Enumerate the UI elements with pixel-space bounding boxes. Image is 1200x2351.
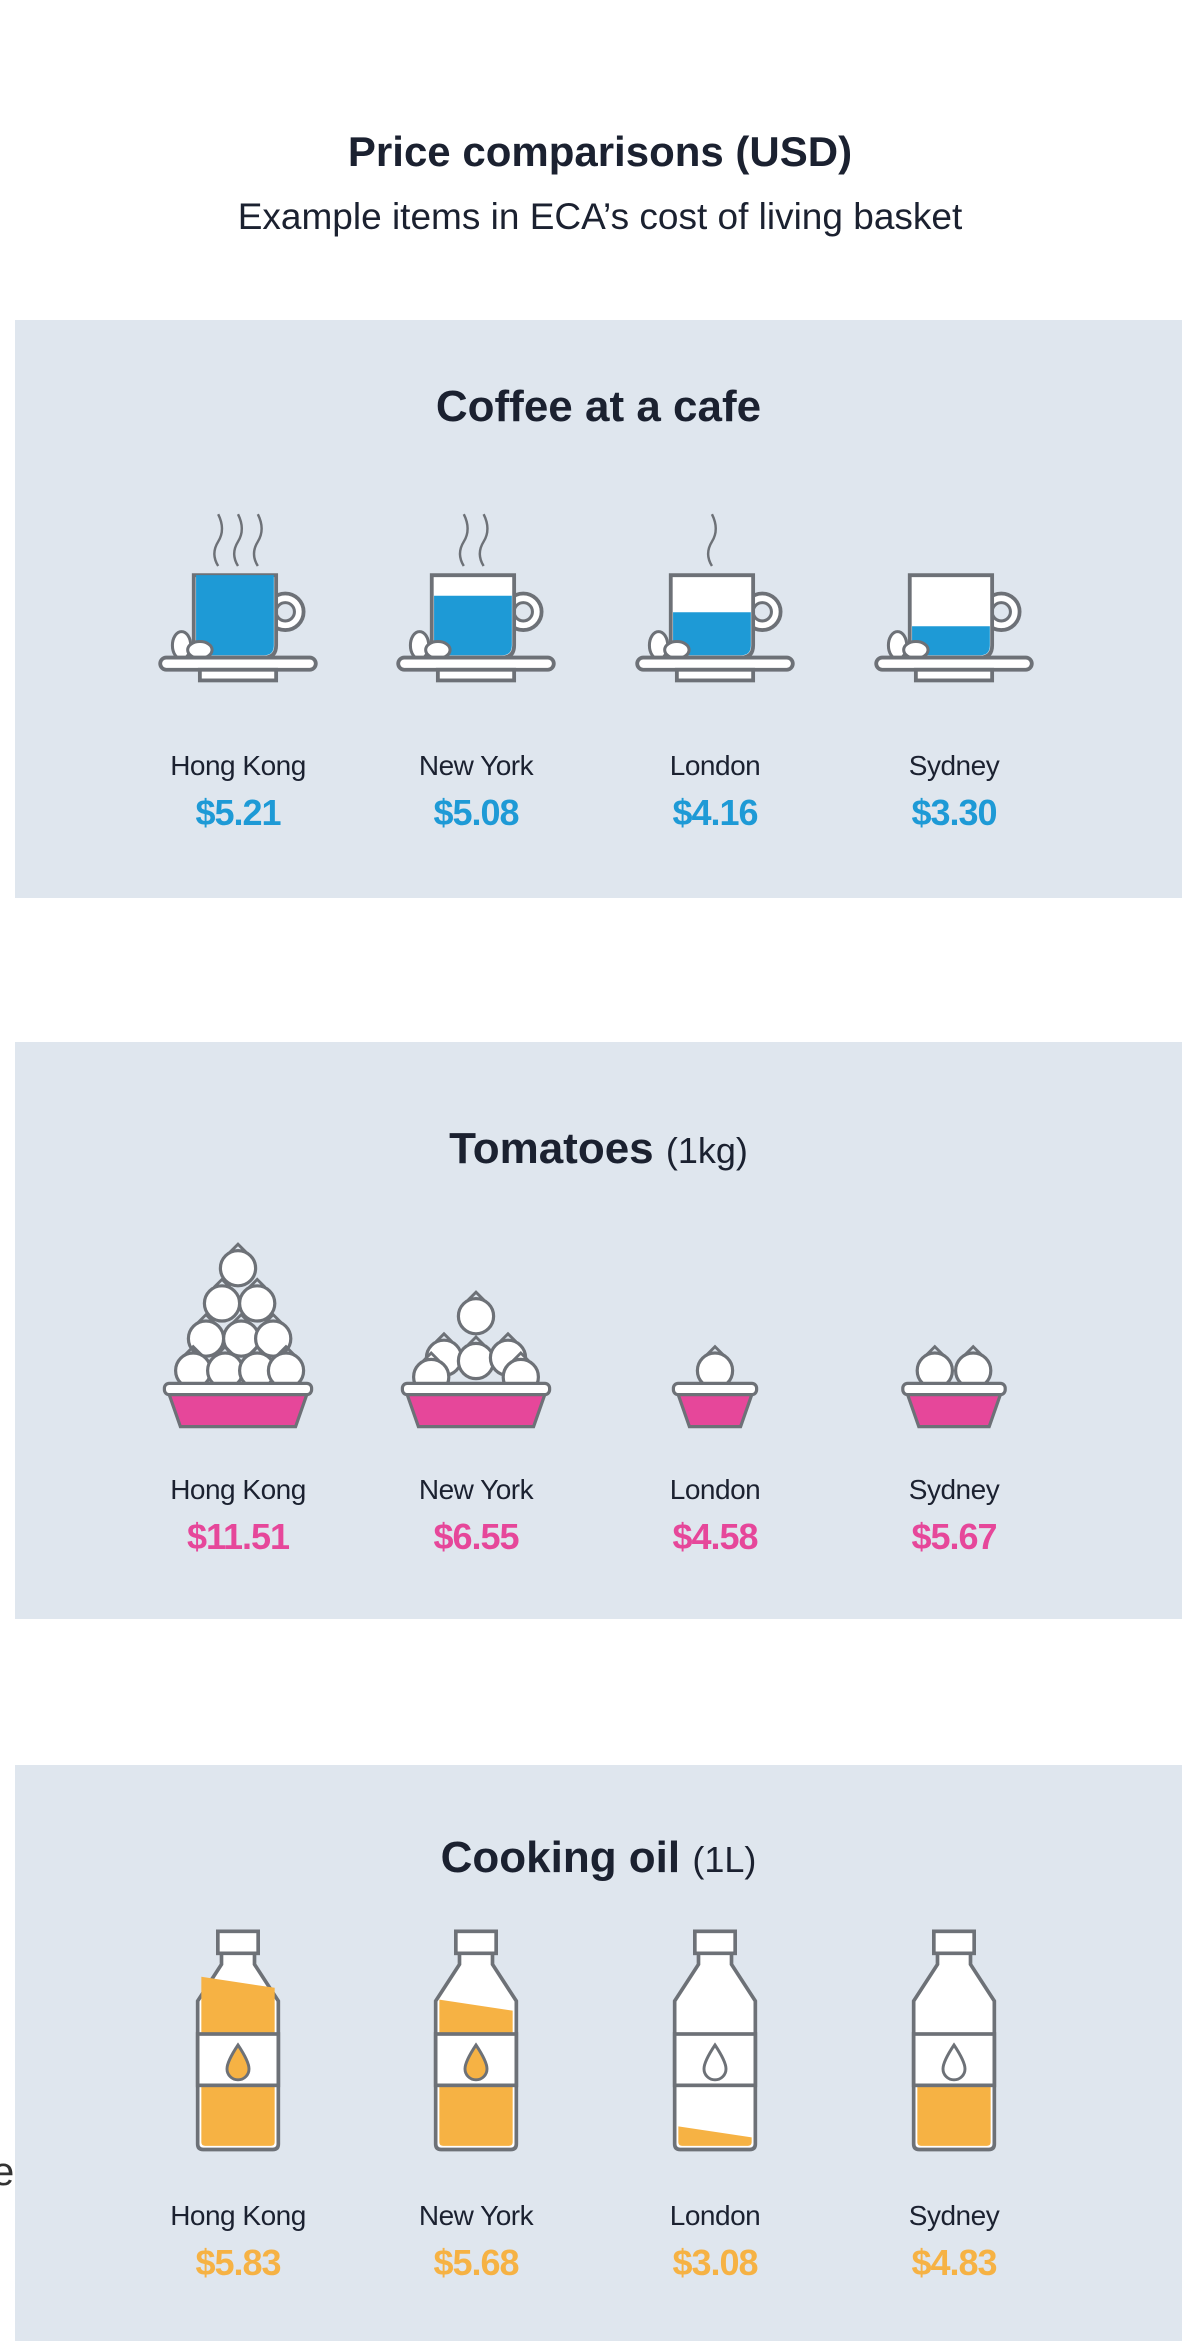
bowl-rim (671, 1381, 759, 1397)
oil-drop-icon (702, 2042, 728, 2082)
city-name: Sydney (908, 750, 1000, 781)
tomato (254, 1312, 293, 1358)
city-item: Hong Kong $5.21 (128, 505, 348, 833)
city-name: London (669, 1474, 761, 1505)
tomatoes-panel: Tomatoes (1kg) Hong Kong $11.51 New York… (15, 1042, 1182, 1619)
city-item: Sydney $4.83 (844, 1927, 1064, 2283)
oil-drop-icon (225, 2042, 251, 2082)
coffee-fill (434, 595, 512, 656)
oil-drop-icon (463, 2042, 489, 2082)
city-name: Sydney (908, 1474, 1000, 1505)
price-value: $3.08 (672, 2242, 758, 2283)
oil-bottle-icon (911, 1929, 997, 2152)
page-subtitle: Example items in ECA’s cost of living ba… (237, 196, 963, 237)
city-name: New York (418, 2200, 534, 2231)
tomato (218, 1242, 258, 1288)
price-value: $4.58 (672, 1516, 758, 1557)
steam (252, 513, 263, 567)
saucer-foot (913, 667, 995, 683)
oil-bottle-icon (672, 1929, 758, 2152)
cooking-oil-panel: Cooking oil (1L) Hong Kong $5.83 New Yor… (15, 1765, 1182, 2341)
price-value: $11.51 (186, 1516, 290, 1557)
bottle-cap (693, 1929, 737, 1956)
coffee-cup-icon (158, 513, 318, 683)
price-value: $5.08 (433, 792, 519, 833)
city-item: London $4.58 (605, 1242, 825, 1557)
tomato-bowl-icon (671, 1344, 759, 1429)
city-name: London (669, 750, 761, 781)
price-value: $5.83 (195, 2242, 281, 2283)
coffee-panel: Coffee at a cafe Hong Kong $5.21 New Yor… (15, 320, 1182, 898)
city-item: New York $6.55 (366, 1242, 586, 1557)
city-item: Sydney $3.30 (844, 505, 1064, 833)
tomato (456, 1334, 496, 1381)
oil-bottle-icon (195, 1929, 281, 2152)
steam (706, 513, 717, 567)
city-item: London $3.08 (605, 1927, 825, 2283)
bowl-body (404, 1393, 548, 1429)
bowl-body (905, 1393, 1003, 1429)
oil-bottle-icon (433, 1929, 519, 2152)
coffee-fill (673, 612, 751, 656)
city-item: Hong Kong $5.83 (128, 1927, 348, 2283)
coffee-cup-icon (396, 513, 556, 683)
price-value: $4.83 (911, 2242, 997, 2283)
price-value: $5.68 (433, 2242, 519, 2283)
panel-title: Tomatoes (1kg) (449, 1124, 748, 1173)
city-item: London $4.16 (605, 505, 825, 833)
steam (213, 513, 224, 567)
panel-title: Coffee at a cafe (435, 382, 762, 431)
tomato-bowl-icon (400, 1290, 552, 1429)
saucer-foot (674, 667, 756, 683)
coffee-cup-icon (635, 513, 795, 683)
bowl-rim (901, 1381, 1007, 1397)
bowl-rim (400, 1381, 552, 1397)
price-value: $5.67 (911, 1516, 997, 1557)
city-item: New York $5.08 (366, 505, 586, 833)
coffee-fill (912, 626, 990, 656)
bottle-cap (932, 1929, 976, 1956)
tomato-bowl-icon (901, 1344, 1007, 1429)
saucer-foot (197, 667, 279, 683)
city-name: Hong Kong (170, 750, 306, 781)
tomato (202, 1277, 242, 1323)
city-item: New York $5.68 (366, 1927, 586, 2283)
coffee-fill (196, 575, 274, 656)
city-name: London (669, 2200, 761, 2231)
bowl-rim (162, 1381, 314, 1397)
oil-drop-icon (941, 2042, 967, 2082)
price-value: $6.55 (433, 1516, 519, 1557)
steam (478, 513, 489, 567)
city-name: Hong Kong (170, 1474, 306, 1505)
coffee-cup-icon (874, 573, 1034, 683)
bottle-cap (216, 1929, 260, 1956)
city-name: New York (418, 750, 534, 781)
tomato (238, 1277, 277, 1323)
bowl-body (675, 1393, 755, 1429)
tomato-bowl-icon (162, 1242, 314, 1429)
oil-fill (678, 2126, 752, 2146)
steam (232, 513, 244, 567)
saucer-foot (435, 667, 517, 683)
bowl-body (166, 1393, 310, 1429)
city-name: Sydney (908, 2200, 1000, 2231)
city-name: Hong Kong (170, 2200, 306, 2231)
city-item: Sydney $5.67 (844, 1242, 1064, 1557)
steam (458, 513, 469, 567)
clipped-text-fragment: e (0, 2150, 15, 2194)
panel-title: Cooking oil (1L) (440, 1833, 757, 1882)
price-value: $5.21 (195, 792, 281, 833)
city-name: New York (418, 1474, 534, 1505)
price-value: $4.16 (672, 792, 758, 833)
bottle-cap (454, 1929, 498, 1956)
price-value: $3.30 (911, 792, 997, 833)
tomato (456, 1290, 496, 1336)
page-title: Price comparisons (USD) (347, 128, 853, 175)
city-item: Hong Kong $11.51 (128, 1242, 348, 1557)
